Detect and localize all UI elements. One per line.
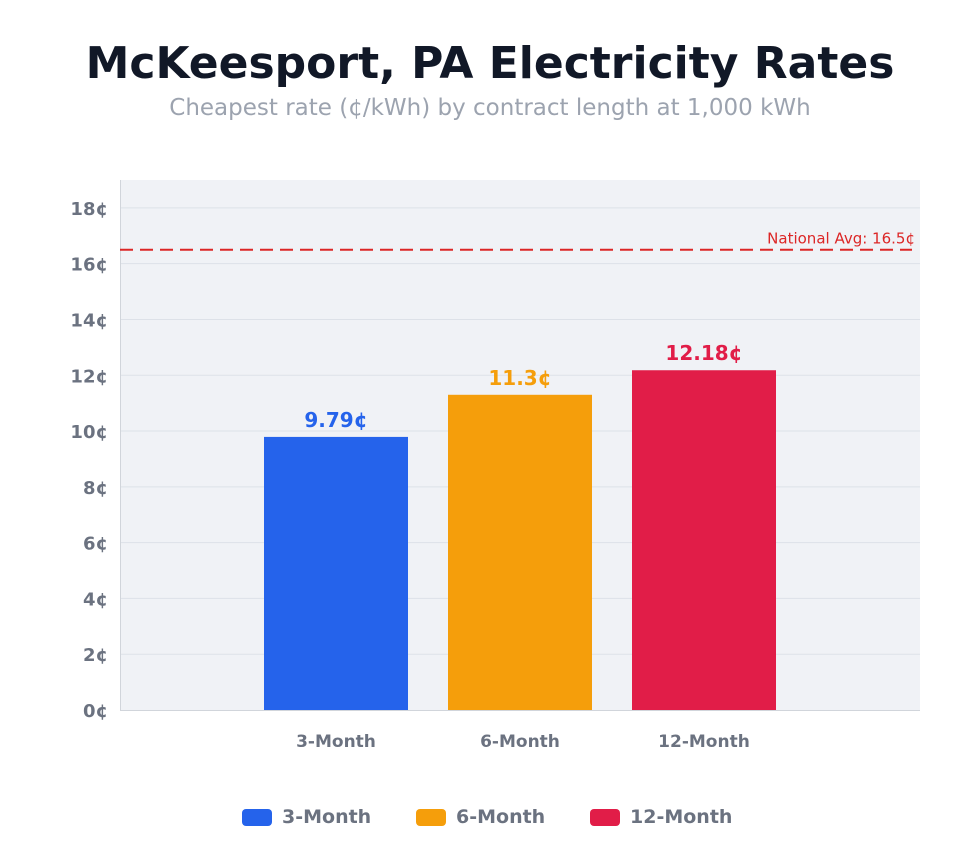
bar-3-month (264, 436, 408, 710)
legend-swatch (416, 809, 446, 826)
y-tick-label: 4¢ (83, 589, 108, 610)
legend-swatch (242, 809, 272, 826)
national-average-label: National Avg: 16.5¢ (767, 230, 915, 248)
x-tick-label: 12-Month (658, 732, 750, 752)
data-label: 11.3¢ (488, 366, 551, 390)
y-tick-label: 10¢ (70, 422, 108, 443)
legend-label: 12-Month (630, 806, 732, 828)
y-tick-label: 0¢ (83, 701, 108, 722)
legend-label: 6-Month (456, 806, 545, 828)
y-tick-label: 8¢ (83, 478, 108, 499)
y-tick-label: 2¢ (83, 645, 108, 666)
bar-6-month (448, 394, 592, 710)
legend-label: 3-Month (282, 806, 371, 828)
legend-swatch (590, 809, 620, 826)
y-tick-label: 18¢ (70, 199, 108, 220)
data-label: 12.18¢ (665, 341, 742, 365)
chart-title: McKeesport, PA Electricity Rates (86, 38, 895, 89)
data-label: 9.79¢ (304, 408, 367, 432)
y-tick-label: 6¢ (83, 534, 108, 555)
y-tick-label: 12¢ (70, 366, 108, 387)
x-tick-label: 6-Month (480, 732, 560, 752)
chart-subtitle: Cheapest rate (¢/kWh) by contract length… (169, 95, 810, 121)
y-tick-label: 16¢ (70, 255, 108, 276)
bar-12-month (632, 370, 776, 710)
y-tick-label: 14¢ (70, 310, 108, 331)
x-tick-label: 3-Month (296, 732, 376, 752)
